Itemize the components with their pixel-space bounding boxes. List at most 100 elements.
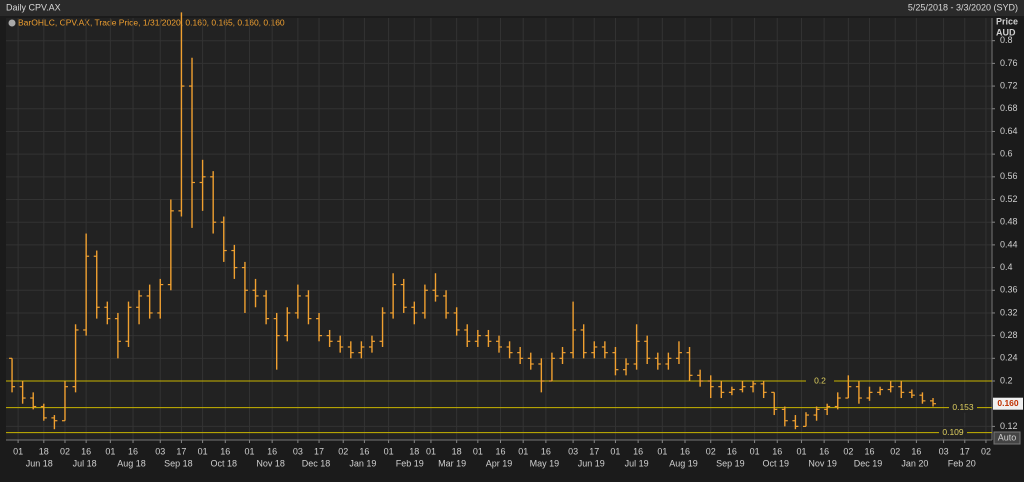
ohlc-bar: [750, 381, 757, 393]
x-tick-label: 01: [244, 446, 254, 456]
y-tick-label: 0.2: [1000, 375, 1013, 385]
x-tick-label: 16: [727, 446, 737, 456]
ohlc-bar: [421, 284, 428, 319]
ohlc-bar: [316, 312, 323, 342]
month-label: Oct 19: [762, 458, 789, 468]
month-label: Mar 19: [438, 458, 466, 468]
ohlc-bar: [368, 335, 375, 353]
ohlc-bar: [146, 284, 153, 319]
ohlc-bar: [845, 375, 852, 399]
x-tick-label: 16: [128, 446, 138, 456]
ohlc-bar: [781, 406, 788, 427]
x-tick-label: 16: [220, 446, 230, 456]
x-tick-label: 16: [680, 446, 690, 456]
month-label: Feb 19: [396, 458, 424, 468]
ohlc-bar: [792, 415, 799, 430]
ohlc-bar: [136, 290, 143, 325]
x-tick-label: 16: [496, 446, 506, 456]
ohlc-bar: [930, 398, 937, 407]
x-tick-label: 02: [60, 446, 70, 456]
ohlc-bar: [241, 261, 248, 313]
ohlc-bar: [474, 329, 481, 347]
ohlc-bar: [877, 386, 884, 396]
y-tick-label: 0.8: [1000, 35, 1013, 45]
reference-label-bg: [806, 376, 834, 387]
ohlc-bar: [40, 403, 47, 421]
x-tick-label: 03: [568, 446, 578, 456]
legend-text: BarOHLC, CPV.AX, Trade Price, 1/31/2020,…: [18, 17, 285, 27]
ohlc-bar: [453, 307, 460, 336]
auto-button-label[interactable]: Auto: [998, 432, 1017, 442]
month-label: Feb 20: [948, 458, 976, 468]
ohlc-bar: [199, 159, 206, 211]
ohlc-bar: [506, 341, 513, 359]
ohlc-bar: [273, 312, 280, 370]
ohlc-bar: [284, 307, 291, 342]
y-tick-label: 0.12: [1000, 421, 1018, 431]
ohlc-bar: [178, 12, 185, 217]
month-label: Nov 18: [256, 458, 285, 468]
y-tick-label: 0.28: [1000, 330, 1018, 340]
ohlc-bar: [824, 403, 831, 416]
ohlc-bar: [30, 392, 37, 410]
ohlc-bar: [580, 324, 587, 359]
reference-label-bg: [949, 402, 977, 413]
ohlc-bar: [517, 346, 524, 364]
ohlc-bar: [538, 358, 545, 393]
y-tick-label: 0.6: [1000, 149, 1013, 159]
ohlc-bar: [19, 381, 26, 404]
y-axis-panel: [992, 18, 1024, 440]
ohlc-bar: [294, 284, 301, 319]
month-label: Jan 19: [349, 458, 376, 468]
ohlc-bar: [496, 335, 502, 353]
x-tick-label: 02: [981, 446, 991, 456]
ohlc-bar: [252, 278, 259, 308]
auto-button[interactable]: [993, 431, 1021, 445]
last-price-box: [993, 397, 1023, 410]
ohlc-bar: [665, 352, 672, 370]
header-bar: [0, 0, 1024, 16]
month-label: Oct 18: [211, 458, 238, 468]
ohlc-bar: [114, 312, 121, 359]
ohlc-bar: [326, 329, 333, 347]
y-tick-label: 0.76: [1000, 58, 1018, 68]
ohlc-bar: [739, 381, 746, 393]
ohlc-bar: [612, 346, 619, 376]
x-tick-label: 01: [13, 446, 23, 456]
ohlc-bar: [358, 341, 365, 359]
month-label: Jun 19: [578, 458, 605, 468]
ohlc-bar: [443, 290, 450, 319]
month-label: May 19: [530, 458, 560, 468]
y-tick-label: 0.52: [1000, 194, 1018, 204]
y-tick-label: 0.68: [1000, 103, 1018, 113]
ohlc-bar: [633, 324, 640, 370]
legend-icon: [8, 19, 16, 27]
ohlc-bar: [337, 335, 344, 353]
ohlc-bar: [167, 199, 174, 291]
x-tick-label: 03: [293, 446, 303, 456]
ohlc-bar: [686, 346, 693, 382]
x-tick-label: 17: [314, 446, 324, 456]
ohlc-bar: [591, 341, 598, 359]
ohlc-bar: [379, 307, 386, 347]
ohlc-bar: [432, 273, 439, 302]
ohlc-bar: [654, 352, 661, 370]
ohlc-bar: [855, 381, 862, 404]
ohlc-bar: [813, 406, 820, 421]
x-tick-label: 01: [198, 446, 208, 456]
y-axis-label: Price: [996, 16, 1018, 26]
ohlc-bar: [908, 389, 915, 399]
ohlc-bar: [760, 381, 767, 399]
x-tick-label: 16: [633, 446, 643, 456]
ohlc-bar: [802, 412, 809, 427]
ohlc-bar: [347, 341, 354, 359]
last-price-label: 0.160: [997, 398, 1019, 408]
month-label: Aug 19: [669, 458, 698, 468]
x-tick-label: 17: [176, 446, 186, 456]
y-tick-label: 0.48: [1000, 217, 1018, 227]
ohlc-bar: [601, 341, 608, 359]
ohlc-bar: [411, 301, 418, 325]
ohlc-bar: [887, 381, 894, 393]
y-tick-label: 0.44: [1000, 239, 1018, 249]
ohlc-bar: [305, 290, 312, 325]
